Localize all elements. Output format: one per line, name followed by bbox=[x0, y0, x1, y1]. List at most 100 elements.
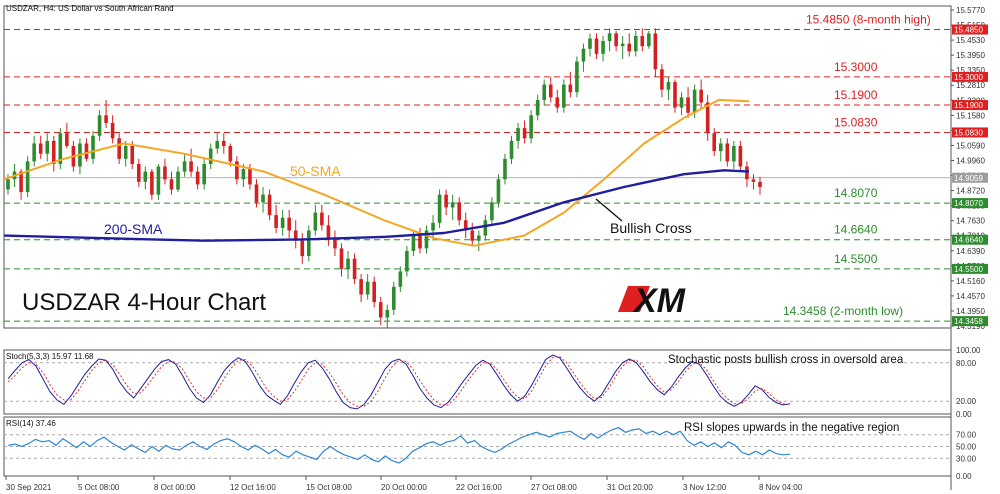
candle-body bbox=[267, 194, 272, 216]
candle-body bbox=[738, 146, 743, 167]
y-tick-label: 15.5770 bbox=[956, 6, 985, 15]
candle-body bbox=[143, 171, 148, 182]
level-tag-text: 14.6640 bbox=[954, 236, 983, 245]
x-tick-label: 8 Oct 00:00 bbox=[154, 483, 196, 492]
candle-body bbox=[660, 69, 664, 90]
candle-body bbox=[405, 250, 409, 272]
candle-body bbox=[150, 171, 154, 195]
candle-body bbox=[705, 102, 710, 134]
candle-body bbox=[19, 171, 23, 193]
level-tag-text: 15.0830 bbox=[954, 128, 983, 137]
candle-body bbox=[712, 133, 717, 152]
rsi-line bbox=[7, 426, 791, 464]
x-axis: 30 Sep 2021 5 Oct 08:00 8 Oct 00:00 12 Oct … bbox=[5, 476, 803, 492]
y-tick-label: 14.6390 bbox=[956, 247, 985, 256]
level-tag-text: 14.3458 bbox=[954, 317, 983, 326]
y-tick-label: 14.5160 bbox=[956, 277, 985, 286]
candle-body bbox=[235, 161, 239, 180]
candle-body bbox=[640, 35, 645, 47]
candle-body bbox=[542, 84, 547, 100]
candle-body bbox=[254, 184, 259, 203]
candle-body bbox=[568, 84, 573, 93]
candle-body bbox=[365, 281, 370, 295]
candle-body bbox=[32, 143, 36, 162]
candle-body bbox=[601, 41, 605, 54]
candle-body bbox=[195, 171, 200, 185]
candle-body bbox=[444, 194, 448, 208]
rsi-tick-label: 50.00 bbox=[956, 443, 977, 452]
candle-body bbox=[136, 163, 141, 182]
candle-body bbox=[581, 48, 586, 62]
bullish-cross-label: Bullish Cross bbox=[610, 220, 692, 236]
candle-body bbox=[562, 84, 566, 108]
candle-body bbox=[614, 33, 618, 47]
candle-body bbox=[392, 286, 396, 310]
candle-body bbox=[450, 202, 455, 208]
y-tick-label: 15.4530 bbox=[956, 36, 985, 45]
candle-body bbox=[359, 279, 363, 295]
candle-body bbox=[123, 146, 128, 159]
candle-body bbox=[653, 33, 658, 70]
candle-body bbox=[241, 169, 246, 180]
y-tick-label: 15.1580 bbox=[956, 111, 985, 120]
logo-text: XM bbox=[632, 282, 686, 320]
xm-logo: XM bbox=[618, 282, 686, 320]
candle-body bbox=[620, 43, 625, 47]
candle-body bbox=[104, 115, 108, 123]
candle-body bbox=[313, 212, 318, 231]
candle-body bbox=[718, 143, 723, 152]
candle-body bbox=[110, 122, 115, 139]
candle-body bbox=[633, 35, 638, 52]
rsi-tick-label: 30.00 bbox=[956, 454, 977, 463]
candle-body bbox=[182, 161, 187, 172]
candle-body bbox=[470, 230, 475, 241]
chart-watermark: USDZAR 4-Hour Chart bbox=[22, 289, 266, 316]
candle-body bbox=[84, 143, 89, 159]
annotation-arrow-line bbox=[595, 198, 623, 222]
candle-body bbox=[535, 99, 540, 116]
level-tag-box bbox=[952, 316, 988, 327]
candle-body bbox=[176, 171, 180, 190]
level-tag-box bbox=[952, 198, 988, 209]
level-tag-text: 15.4850 bbox=[954, 26, 983, 35]
y-tick-label: 15.2810 bbox=[956, 81, 985, 90]
x-tick-label: 12 Oct 16:00 bbox=[230, 483, 276, 492]
candle-body bbox=[163, 166, 167, 180]
candle-body bbox=[352, 258, 357, 280]
rsi-annotation: RSI slopes upwards in the negative regio… bbox=[684, 422, 899, 434]
candle-body bbox=[431, 222, 435, 231]
candle-body bbox=[555, 97, 560, 108]
stoch-line bbox=[7, 355, 791, 407]
candle-body bbox=[686, 97, 690, 113]
rsi-title: RSI(14) 37.46 bbox=[6, 419, 56, 428]
level-tag-text: 15.1900 bbox=[954, 101, 983, 110]
candle-body bbox=[758, 181, 762, 187]
candle-body bbox=[202, 163, 206, 185]
level-tag-box bbox=[952, 100, 988, 111]
candle-body bbox=[490, 202, 494, 221]
y-tick-label: 14.3190 bbox=[956, 322, 985, 331]
level-tag-box bbox=[952, 71, 988, 82]
level-label: 14.6640 bbox=[834, 223, 878, 237]
candle-body bbox=[38, 143, 43, 154]
sma-line bbox=[3, 98, 750, 247]
y-tick-label: 14.4570 bbox=[956, 292, 985, 301]
level-label: 14.3458 (2-month low) bbox=[783, 304, 903, 318]
candle-body bbox=[25, 161, 30, 193]
y-tick-label: 15.3950 bbox=[956, 51, 985, 60]
rsi-panel: 70.00 50.00 30.00 0.00 RSI(14) 37.46 RSI slop… bbox=[3, 416, 977, 481]
y-tick-label: 15.0590 bbox=[956, 141, 985, 150]
candle-body bbox=[607, 33, 612, 42]
candle-body bbox=[339, 248, 344, 269]
candle-body bbox=[588, 38, 592, 49]
candle-body bbox=[91, 135, 95, 159]
candle-body bbox=[503, 158, 507, 180]
candle-body bbox=[208, 148, 213, 164]
chart-header: USDZAR, H4: US Dollar vs South African R… bbox=[6, 4, 174, 13]
level-label: 14.5500 bbox=[834, 252, 878, 266]
candle-body bbox=[346, 258, 350, 269]
candle-body bbox=[333, 238, 337, 249]
y-tick-label: 15.3350 bbox=[956, 66, 985, 75]
main-price-panel: 15.577015.515015.453015.395015.335015.28… bbox=[3, 5, 988, 490]
